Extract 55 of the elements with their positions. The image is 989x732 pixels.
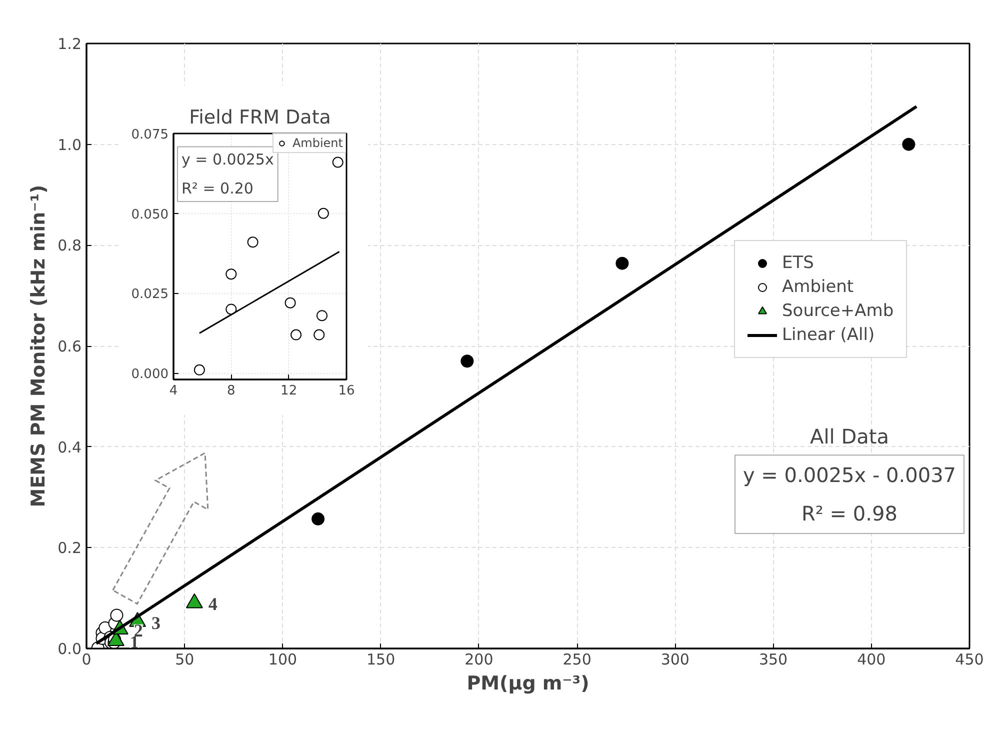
chart-title: Field FRM Data [189, 106, 331, 128]
annotation: R² = 0.98 [802, 502, 898, 526]
y-tick-label: 0.000 [131, 367, 168, 382]
point [284, 297, 296, 308]
annotation: 3 [152, 612, 161, 633]
y-tick-label: 0.4 [58, 438, 82, 456]
point [110, 608, 124, 622]
annotation: 4 [208, 594, 218, 614]
x-tick-label: 450 [955, 650, 984, 668]
point [290, 329, 302, 340]
x-tick-label: 350 [758, 650, 788, 668]
legend-label: Source+Amb [782, 301, 894, 321]
y-tick-label: 0.6 [58, 338, 82, 356]
x-axis-title: PM(μg m⁻³) [466, 672, 590, 694]
point [316, 310, 328, 322]
y-tick-label: 0.025 [131, 287, 168, 302]
x-tick-label: 150 [366, 650, 396, 668]
annotation: y = 0.0025x - 0.0037 [742, 463, 956, 488]
point [312, 512, 325, 526]
x-tick-label: 250 [562, 650, 592, 668]
y-axis-title: MEMS PM Monitor (kHz min⁻¹) [28, 184, 50, 508]
legend-label: ETS [782, 253, 814, 273]
x-tick-label: 0 [82, 650, 92, 668]
y-tick-label: 0.0 [58, 640, 82, 658]
x-tick-label: 200 [464, 650, 494, 668]
x-tick-label: 400 [857, 650, 886, 668]
point [318, 208, 329, 219]
point [902, 138, 916, 151]
x-tick-label: 300 [660, 650, 690, 668]
point [226, 268, 237, 280]
x-tick-label: 16 [338, 384, 355, 398]
y-tick-label: 0.075 [131, 128, 168, 142]
point [226, 304, 237, 315]
legend-label: Ambient [292, 136, 343, 150]
x-tick-label: 12 [280, 384, 298, 398]
legend-label: Linear (All) [782, 325, 875, 345]
y-tick-label: 1.0 [58, 136, 82, 154]
x-tick-label: 100 [268, 650, 298, 668]
point [332, 156, 344, 168]
y-tick-label: 0.2 [58, 539, 82, 558]
y-tick-label: 1.2 [58, 35, 82, 53]
point [314, 329, 325, 340]
x-tick-label: 4 [169, 384, 178, 398]
point [247, 236, 258, 248]
x-tick-label: 8 [227, 384, 236, 398]
point [460, 354, 474, 368]
y-tick-label: 0.050 [131, 207, 168, 222]
y-tick-label: 0.8 [58, 236, 82, 255]
annotation: All Data [810, 424, 889, 448]
legend-label: Ambient [782, 277, 854, 297]
annotation: R² = 0.20 [182, 180, 254, 198]
x-tick-label: 50 [175, 650, 194, 668]
annotation: y = 0.0025x [182, 150, 274, 169]
point [616, 256, 629, 270]
point [194, 364, 205, 376]
